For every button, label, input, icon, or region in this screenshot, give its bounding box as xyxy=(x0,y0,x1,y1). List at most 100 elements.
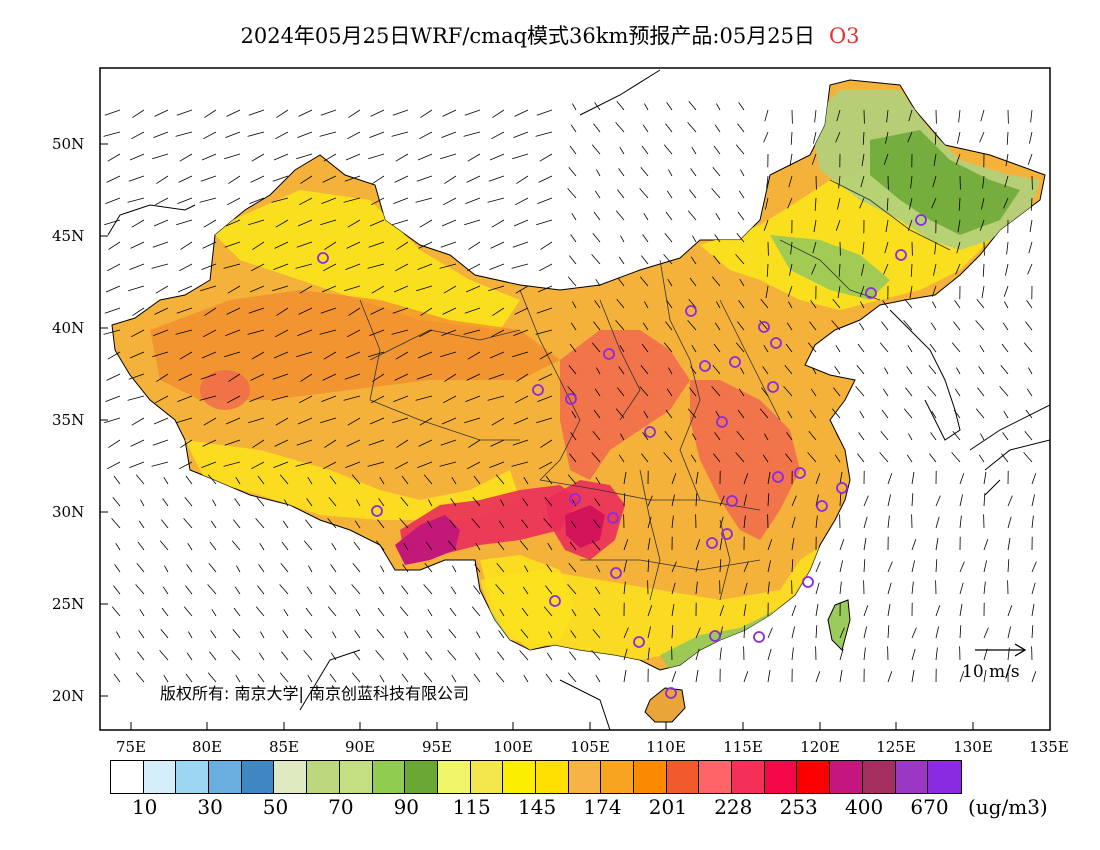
wind-vector xyxy=(1031,473,1037,485)
lon-label-75e: 75E xyxy=(115,738,147,756)
wind-vector xyxy=(176,219,193,226)
wind-vector xyxy=(424,562,433,573)
wind-vector xyxy=(543,606,553,617)
legend-swatch xyxy=(601,761,634,793)
wind-vector xyxy=(815,582,820,595)
wind-vector xyxy=(689,189,697,199)
wind-vector xyxy=(537,285,553,293)
wind-vector xyxy=(467,461,481,470)
wind-vector xyxy=(164,565,169,573)
wind-vector xyxy=(766,175,769,189)
monitoring-station-marker xyxy=(633,636,645,648)
wind-vector xyxy=(223,263,241,269)
wind-vector xyxy=(225,417,241,425)
wind-vector xyxy=(107,351,121,360)
wind-vector xyxy=(692,433,697,441)
yellow-zone-west xyxy=(210,190,520,330)
wind-vector xyxy=(930,322,937,331)
wind-vector xyxy=(351,672,361,683)
wind-vector xyxy=(790,241,793,255)
wind-vector xyxy=(104,219,121,226)
wind-vector xyxy=(712,166,721,177)
wind-vector xyxy=(156,175,169,184)
wind-vector xyxy=(714,234,721,243)
wind-vector xyxy=(416,285,433,292)
wind-vector xyxy=(323,351,337,360)
wind-vector xyxy=(759,408,769,419)
wind-vector xyxy=(687,210,697,221)
wind-vector xyxy=(569,343,577,353)
wind-vector xyxy=(572,301,577,309)
wind-vector xyxy=(105,197,121,204)
wind-vector xyxy=(258,564,265,573)
wind-vector xyxy=(472,496,481,507)
wind-vector xyxy=(281,651,289,661)
wind-vector xyxy=(162,586,169,595)
wind-vector xyxy=(884,241,889,254)
wind-vector xyxy=(535,329,553,335)
wind-vector xyxy=(786,322,793,331)
wind-vector xyxy=(343,197,361,203)
wind-vector xyxy=(377,607,385,617)
wind-vector xyxy=(887,603,891,617)
wind-vector xyxy=(591,144,601,155)
monitoring-station-marker xyxy=(915,214,927,226)
wind-vector xyxy=(465,285,481,293)
legend-label: 90 xyxy=(393,795,420,819)
wind-vector xyxy=(321,395,337,402)
wind-vector xyxy=(379,476,385,485)
wind-vector xyxy=(176,307,193,314)
wind-vector xyxy=(887,582,892,595)
color-legend xyxy=(110,760,962,794)
wind-vector xyxy=(647,537,651,551)
wind-vector xyxy=(666,190,673,199)
wind-vector xyxy=(356,499,361,507)
copyright-text: 版权所有: 南京大学| 南京创蓝科技有限公司 xyxy=(160,684,469,703)
wind-vector xyxy=(663,342,673,353)
wind-vector xyxy=(201,461,217,468)
wind-vector xyxy=(570,630,577,639)
wind-vector xyxy=(276,307,289,316)
wind-vector xyxy=(713,145,721,155)
red-zone-loess-plateau xyxy=(560,330,690,480)
wind-vector xyxy=(279,584,289,595)
wind-vector xyxy=(180,439,193,448)
wind-vector xyxy=(489,263,505,270)
wind-vector xyxy=(354,630,361,639)
wind-vector xyxy=(815,603,819,617)
wind-vector xyxy=(713,343,721,353)
wind-vector xyxy=(690,256,697,265)
wind-vector xyxy=(439,461,457,467)
wind-vector xyxy=(204,109,217,118)
wind-vector xyxy=(447,540,457,551)
wind-vector xyxy=(296,439,313,446)
wind-vector xyxy=(248,109,265,116)
japan-outline xyxy=(969,404,1050,496)
wind-vector xyxy=(911,539,917,551)
wind-vector xyxy=(473,475,481,485)
wind-vector xyxy=(155,285,169,294)
wind-vector xyxy=(426,520,433,529)
wind-vector xyxy=(443,197,457,206)
wind-vector xyxy=(423,672,433,683)
wind-vector xyxy=(295,461,313,467)
wind-vector xyxy=(809,409,817,419)
wind-vector xyxy=(451,674,457,683)
wind-vector xyxy=(252,241,265,250)
wind-vector xyxy=(138,630,145,639)
lon-label-135e: 135E xyxy=(1029,738,1069,756)
wind-vector xyxy=(1004,175,1009,188)
wind-vector xyxy=(981,197,985,210)
legend-swatch xyxy=(503,761,536,793)
wind-vector xyxy=(423,584,433,595)
wind-vector xyxy=(665,321,673,331)
wind-vector xyxy=(595,278,601,287)
wind-vector xyxy=(425,541,433,551)
wind-vector xyxy=(711,386,721,397)
wind-vector xyxy=(911,560,915,573)
wind-vector xyxy=(765,285,769,299)
wind-vector xyxy=(513,219,529,227)
legend-label: 174 xyxy=(583,795,622,819)
wind-vector xyxy=(491,131,505,140)
wind-vector xyxy=(368,439,385,446)
